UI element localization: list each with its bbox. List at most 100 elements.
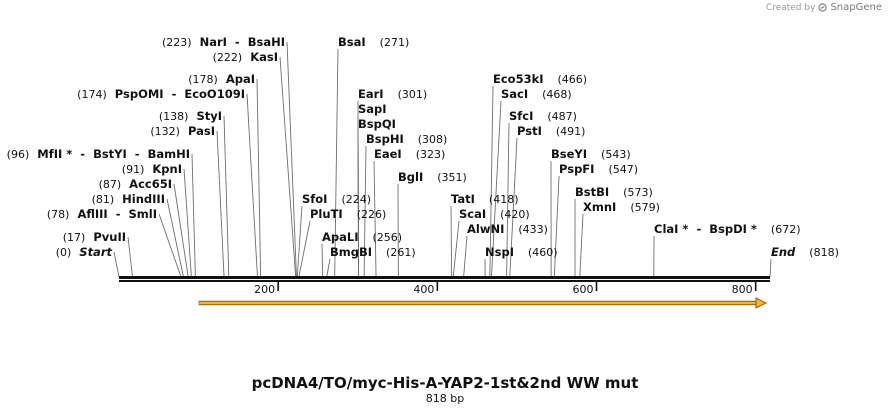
site-name: ClaI * - BspDI *: [654, 222, 757, 236]
site-label-scai[interactable]: ScaI (420): [459, 207, 530, 221]
site-label-acc65i[interactable]: (87) Acc65I: [99, 177, 172, 191]
site-name: SapI: [358, 102, 387, 116]
site-name: End: [771, 245, 796, 259]
site-leader-bsai: [334, 48, 339, 278]
site-label-sfci[interactable]: SfcI (487): [509, 109, 577, 123]
site-position: (301): [398, 88, 428, 101]
site-name: Start: [79, 245, 112, 259]
site-name: NspI: [485, 245, 514, 259]
restriction-map: (0) Start(17) PvuII (78) AflIII - SmlI(81) Hi…: [7, 35, 839, 309]
site-leader-bsphi: [363, 145, 367, 278]
site-name: ApaLI: [322, 230, 359, 244]
site-label-psti[interactable]: PstI (491): [517, 124, 585, 138]
site-position: (91): [122, 163, 145, 176]
site-name: PvuII: [93, 230, 126, 244]
site-leader-bmgbi: [326, 258, 331, 278]
site-label-bseyi[interactable]: BseYI (543): [551, 147, 631, 161]
site-leader-acc65i: [173, 183, 189, 278]
site-name: AflIII - SmlI: [77, 207, 157, 221]
site-position: (420): [500, 208, 530, 221]
site-label-bgli[interactable]: BglI (351): [398, 170, 467, 184]
site-leader-eaei: [373, 160, 377, 278]
site-label-styi[interactable]: (138) StyI: [159, 109, 222, 123]
site-leader-xmni: [579, 213, 584, 278]
site-label-nari-bsahi[interactable]: (223) NarI - BsaHI: [162, 35, 285, 49]
site-position: (468): [542, 88, 572, 101]
ruler-ticks: 200 400 600 800: [254, 281, 757, 296]
site-name: HindIII: [122, 192, 165, 206]
site-leader-sfoi: [296, 205, 303, 278]
site-name: BseYI: [551, 147, 587, 161]
site-label-saci[interactable]: SacI (468): [501, 87, 572, 101]
site-leader-eco53ki: [489, 85, 494, 278]
site-name: ApaI: [226, 72, 255, 86]
site-label-eaei[interactable]: EaeI (323): [374, 147, 445, 161]
site-leader-apai: [256, 78, 262, 278]
site-label-eco53ki[interactable]: Eco53kI (466): [493, 72, 587, 86]
site-label-bsphi[interactable]: BspHI (308): [366, 132, 447, 146]
snapgene-logo-icon: [818, 3, 828, 12]
site-label-pvuii[interactable]: (17) PvuII: [63, 230, 126, 244]
site-position: (138): [159, 110, 189, 123]
site-name: PasI: [188, 124, 215, 138]
site-label-bstbi[interactable]: BstBI (573): [575, 185, 653, 199]
site-label-start[interactable]: (0) Start: [56, 245, 113, 259]
site-leader-tati: [450, 205, 453, 278]
site-label-bsai[interactable]: BsaI (271): [338, 35, 409, 49]
site-leader-nari-bsahi: [286, 41, 297, 278]
site-label-sfoi[interactable]: SfoI (224): [302, 192, 371, 206]
site-position: (96): [7, 148, 30, 161]
site-position: (17): [63, 231, 86, 244]
site-name: KpnI: [152, 162, 182, 176]
site-position: (174): [77, 88, 107, 101]
site-label-pspfi[interactable]: PspFI (547): [559, 162, 638, 176]
site-label-hindiii[interactable]: (81) HindIII: [92, 192, 165, 206]
site-label-sapi[interactable]: SapI: [358, 102, 387, 116]
site-position: (460): [528, 246, 558, 259]
site-name: KasI: [250, 50, 278, 64]
site-label-kpni[interactable]: (91) KpnI: [122, 162, 182, 176]
site-labels: (0) Start(17) PvuII (78) AflIII - SmlI(81) Hi…: [7, 35, 839, 259]
site-label-alwni[interactable]: AlwNI (433): [467, 222, 548, 236]
site-label-kasi[interactable]: (222) KasI: [213, 50, 278, 64]
site-position: (78): [47, 208, 70, 221]
site-label-tati[interactable]: TatI (418): [451, 192, 519, 206]
site-label-clai-bspdi[interactable]: ClaI * - BspDI * (672): [654, 222, 801, 236]
site-label-end[interactable]: End (818): [771, 245, 839, 259]
site-label-bspqi[interactable]: BspQI: [358, 117, 396, 131]
site-label-afliii-smli[interactable]: (78) AflIII - SmlI: [47, 207, 157, 221]
site-label-pluti[interactable]: PluTI (226): [310, 207, 386, 221]
site-label-apali[interactable]: ApaLI (256): [322, 230, 402, 244]
site-label-pspomi-ecoo109i[interactable]: (174) PspOMI - EcoO109I: [77, 87, 245, 101]
site-label-eari[interactable]: EarI (301): [358, 87, 427, 101]
site-name: TatI: [451, 192, 475, 206]
site-name: Acc65I: [129, 177, 172, 191]
site-position: (543): [601, 148, 631, 161]
site-label-bmgbi[interactable]: BmgBI (261): [330, 245, 416, 259]
site-label-apai[interactable]: (178) ApaI: [188, 72, 255, 86]
site-position: (487): [547, 110, 577, 123]
site-label-nspi[interactable]: NspI (460): [485, 245, 558, 259]
site-name: BstBI: [575, 185, 609, 199]
site-name: PspOMI - EcoO109I: [115, 87, 245, 101]
site-label-pasi[interactable]: (132) PasI: [150, 124, 215, 138]
site-name: SacI: [501, 87, 528, 101]
site-leader-afliii-smli: [158, 213, 182, 278]
site-name: NarI - BsaHI: [200, 35, 285, 49]
site-position: (818): [809, 246, 839, 259]
site-position: (222): [213, 51, 243, 64]
site-position: (256): [373, 231, 403, 244]
site-position: (323): [416, 148, 446, 161]
site-name: StyI: [196, 109, 222, 123]
site-leader-pluti: [298, 220, 311, 278]
site-name: BspQI: [358, 117, 396, 131]
feature-arrow-group: [198, 297, 768, 309]
site-leader-styi: [223, 115, 230, 278]
site-position: (132): [150, 125, 180, 138]
site-leader-scai: [452, 220, 460, 278]
site-label-mfii-bstyi-bamhi[interactable]: (96) MfII * - BstYI - BamHI: [7, 147, 190, 161]
tick-label-600: 600: [573, 283, 594, 296]
site-name: EaeI: [374, 147, 402, 161]
site-name: SfoI: [302, 192, 327, 206]
site-label-xmni[interactable]: XmnI (579): [583, 200, 660, 214]
